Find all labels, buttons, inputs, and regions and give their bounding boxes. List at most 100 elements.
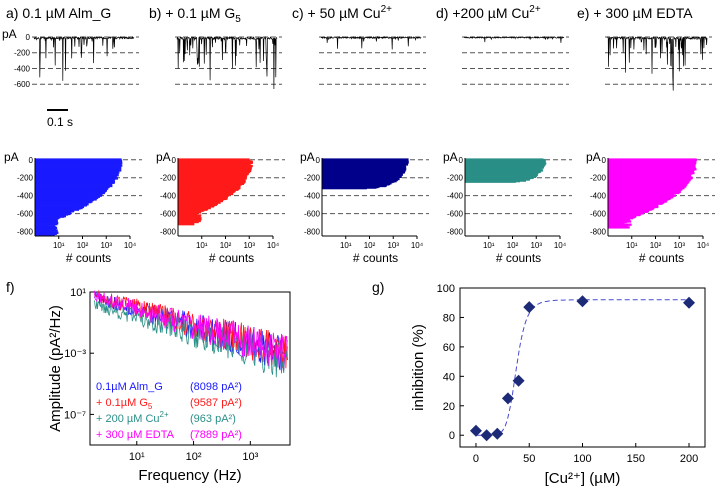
trace-panel-2 <box>319 35 426 85</box>
histogram-bar <box>178 222 195 226</box>
histogram-panel-2: pA 0 -200 -400 -600 -800 10¹ 10² 10³ 10⁴ # counts <box>300 150 429 265</box>
histogram-panel-0: pA 0 -200 -400 -600 -800 10¹ 10² 10³ 10⁴ # counts <box>4 150 142 265</box>
histogram-xlabel: # counts <box>66 251 111 265</box>
trace-panel-0 <box>32 35 139 85</box>
histogram-bar <box>608 226 630 229</box>
histogram-xtick-label: 10¹ <box>626 241 638 250</box>
inhibition-ylabel: inhibition (%) <box>410 324 427 411</box>
histogram-ytick-label: -400 <box>160 192 177 201</box>
trace-panel-4 <box>605 35 712 91</box>
inhibition-xtick-label: 100 <box>573 453 591 465</box>
trace-ytick-label: -400 <box>14 64 31 73</box>
inhibition-ytick-label: 20 <box>443 401 455 413</box>
histogram-ytick-label: -200 <box>160 174 177 183</box>
spectrum-legend-name-1: + 0.1µM G5 <box>96 397 153 411</box>
histogram-xtick-label: 10⁴ <box>124 241 137 250</box>
inhibition-ytick-label: 100 <box>437 283 455 295</box>
panel-g-letter: g) <box>372 279 384 295</box>
panel-title-e: e) + 300 µM EDTA <box>577 5 693 21</box>
histogram-xlabel: # counts <box>496 251 541 265</box>
inhibition-frame <box>459 287 706 448</box>
histogram-ytick-label: -600 <box>304 210 321 219</box>
histogram-ytick-label: -800 <box>447 228 464 237</box>
histogram-xtick-label: 10³ <box>100 241 112 250</box>
histogram-ytick-label: -800 <box>160 228 177 237</box>
histogram-ytick-label: -800 <box>590 228 607 237</box>
histogram-ytick-label: -800 <box>17 228 34 237</box>
spectrum-line-3 <box>94 290 288 370</box>
histogram-ytick-label: -200 <box>304 174 321 183</box>
histogram-ytick-label: -400 <box>590 192 607 201</box>
inhibition-fit-line <box>477 299 689 436</box>
trace-panel-3 <box>462 35 569 85</box>
histogram-xlabel: # counts <box>639 251 684 265</box>
histogram-xtick-label: 10⁴ <box>411 241 424 250</box>
panel-title-d: d) +200 µM Cu2+ <box>436 4 541 21</box>
spectrum-legend-power-0: (8098 pA²) <box>190 381 242 393</box>
inhibition-xtick-label: 0 <box>473 453 479 465</box>
histogram-unit-label: pA <box>586 150 601 164</box>
histogram-panel-4: pA 0 -200 -400 -600 -800 10¹ 10² 10³ 10⁴ # counts <box>586 150 715 265</box>
histogram-xtick-label: 10² <box>77 241 89 250</box>
histogram-xtick-label: 10¹ <box>340 241 352 250</box>
histogram-xtick-label: 10³ <box>673 241 685 250</box>
spectrum-ytick-label: 10¹ <box>70 287 86 299</box>
inhibition-ytick-label: 0 <box>449 430 455 442</box>
histogram-bar <box>35 233 55 236</box>
inhibition-point-1 <box>480 429 493 442</box>
histogram-xtick-label: 10⁴ <box>554 241 567 250</box>
inhibition-point-7 <box>683 296 696 309</box>
histogram-ytick-label: 0 <box>459 156 464 165</box>
histogram-ytick-label: 0 <box>29 156 34 165</box>
histogram-xlabel: # counts <box>353 251 398 265</box>
histogram-ytick-label: -600 <box>590 210 607 219</box>
histogram-ytick-label: -600 <box>160 210 177 219</box>
spectrum-legend-power-2: (963 pA²) <box>190 413 236 425</box>
histogram-ytick-label: -200 <box>17 174 34 183</box>
inhibition-ytick-label: 60 <box>443 342 455 354</box>
histogram-xtick-label: 10³ <box>530 241 542 250</box>
spectrum-legend-power-1: (9587 pA²) <box>190 397 242 409</box>
spectrum-line-1 <box>94 289 288 369</box>
histogram-ytick-label: 0 <box>316 156 321 165</box>
inhibition-xlabel: [Cu²⁺] (µM) <box>545 470 621 487</box>
histogram-xtick-label: 10² <box>364 241 376 250</box>
histogram-xtick-label: 10² <box>507 241 519 250</box>
histogram-ytick-label: -200 <box>447 174 464 183</box>
scale-bar-label: 0.1 s <box>47 115 73 129</box>
histogram-unit-label: pA <box>443 150 458 164</box>
histogram-unit-label: pA <box>4 150 19 164</box>
spectrum-ytick-label: 10⁻³ <box>64 348 86 360</box>
spectrum-legend-power-3: (7889 pA²) <box>190 429 242 441</box>
histogram-xtick-label: 10⁴ <box>267 241 280 250</box>
histogram-unit-label: pA <box>300 150 315 164</box>
inhibition-point-2 <box>491 427 504 440</box>
inhibition-ytick-label: 80 <box>443 312 455 324</box>
spectrum-legend-name-3: + 300 µM EDTA <box>96 429 175 441</box>
histogram-xtick-label: 10³ <box>243 241 255 250</box>
histogram-ytick-label: -600 <box>447 210 464 219</box>
current-trace-line <box>320 35 422 50</box>
spectrum-frame <box>89 291 291 446</box>
histogram-ytick-label: -400 <box>447 192 464 201</box>
histogram-ytick-label: -600 <box>17 210 34 219</box>
histogram-ytick-label: -200 <box>590 174 607 183</box>
spectrum-xtick-label: 10³ <box>242 451 258 463</box>
inhibition-xtick-label: 50 <box>523 453 535 465</box>
inhibition-xtick-label: 200 <box>680 453 698 465</box>
spectrum-xtick-label: 10² <box>186 451 202 463</box>
histogram-xtick-label: 10² <box>220 241 232 250</box>
panel-title-a: a) 0.1 µM Alm_G <box>6 5 111 21</box>
trace-panel-1 <box>175 35 282 90</box>
current-trace-line <box>176 35 278 90</box>
spectrum-xlabel: Frequency (Hz) <box>138 467 241 484</box>
inhibition-point-3 <box>501 392 514 405</box>
histogram-xtick-label: 10³ <box>387 241 399 250</box>
inhibition-point-4 <box>512 374 525 387</box>
histogram-xtick-label: 10¹ <box>196 241 208 250</box>
panel-title-c: c) + 50 µM Cu2+ <box>292 4 392 21</box>
histogram-panel-3: pA 0 -200 -400 -600 -800 10¹ 10² 10³ 10⁴ # counts <box>443 150 572 265</box>
histogram-bar <box>465 180 516 183</box>
spectrum-legend-name-0: 0.1µM Alm_G <box>96 381 163 393</box>
